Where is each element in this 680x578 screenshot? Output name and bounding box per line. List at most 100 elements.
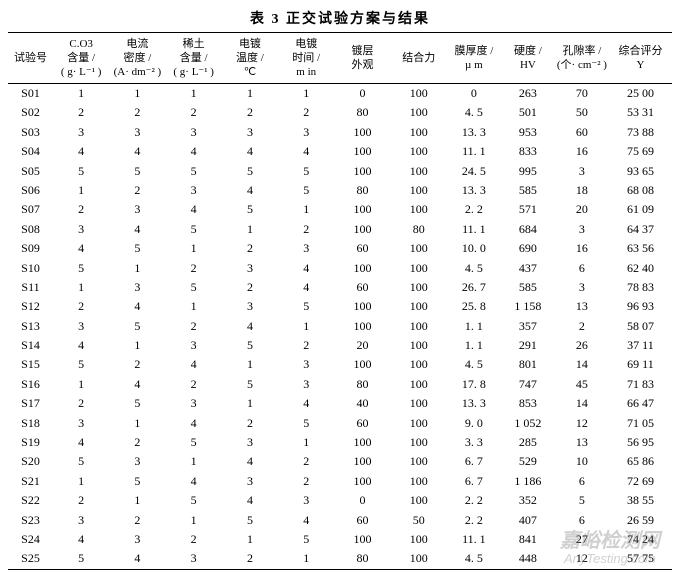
table-body: S0111111010002637025 00S0222222801004. 5… bbox=[8, 84, 672, 570]
cell-c9: 801 bbox=[501, 355, 555, 374]
cell-c9: 585 bbox=[501, 181, 555, 200]
cell-id: S03 bbox=[8, 123, 53, 142]
cell-c3: 4 bbox=[166, 414, 222, 433]
cell-c4: 2 bbox=[222, 549, 278, 569]
cell-c2: 3 bbox=[109, 123, 165, 142]
cell-c2: 3 bbox=[109, 278, 165, 297]
th-id: 试验号 bbox=[8, 33, 53, 84]
cell-c5: 1 bbox=[278, 200, 334, 219]
cell-c6: 100 bbox=[334, 123, 390, 142]
cell-c9: 529 bbox=[501, 452, 555, 471]
cell-c7: 100 bbox=[391, 452, 447, 471]
cell-c10: 2 bbox=[555, 317, 609, 336]
cell-c2: 2 bbox=[109, 103, 165, 122]
cell-c11: 58 07 bbox=[609, 317, 672, 336]
cell-id: S24 bbox=[8, 530, 53, 549]
cell-c5: 4 bbox=[278, 259, 334, 278]
cell-c5: 2 bbox=[278, 452, 334, 471]
cell-c10: 12 bbox=[555, 549, 609, 569]
cell-c4: 1 bbox=[222, 355, 278, 374]
cell-c11: 63 56 bbox=[609, 239, 672, 258]
cell-c10: 3 bbox=[555, 162, 609, 181]
cell-c8: 13. 3 bbox=[447, 123, 501, 142]
cell-c7: 100 bbox=[391, 278, 447, 297]
table-row: S15524131001004. 58011469 11 bbox=[8, 355, 672, 374]
cell-c4: 2 bbox=[222, 414, 278, 433]
cell-c10: 14 bbox=[555, 355, 609, 374]
cell-c5: 4 bbox=[278, 142, 334, 161]
th-c7: 结合力 bbox=[391, 33, 447, 84]
cell-c6: 100 bbox=[334, 142, 390, 161]
th-c2: 电流密度 /(A· dm⁻² ) bbox=[109, 33, 165, 84]
cell-c6: 80 bbox=[334, 103, 390, 122]
cell-c6: 60 bbox=[334, 511, 390, 530]
cell-c7: 100 bbox=[391, 162, 447, 181]
table-row: S06123458010013. 35851868 08 bbox=[8, 181, 672, 200]
cell-c6: 60 bbox=[334, 414, 390, 433]
cell-c6: 0 bbox=[334, 491, 390, 510]
cell-c3: 2 bbox=[166, 103, 222, 122]
table-row: S20531421001006. 75291065 86 bbox=[8, 452, 672, 471]
cell-c11: 71 83 bbox=[609, 375, 672, 394]
cell-c3: 1 bbox=[166, 297, 222, 316]
th-c6: 镀层外观 bbox=[334, 33, 390, 84]
cell-c5: 3 bbox=[278, 375, 334, 394]
cell-c11: 38 55 bbox=[609, 491, 672, 510]
cell-c5: 4 bbox=[278, 278, 334, 297]
cell-c6: 100 bbox=[334, 530, 390, 549]
cell-c11: 64 37 bbox=[609, 220, 672, 239]
cell-c10: 60 bbox=[555, 123, 609, 142]
cell-c11: 69 11 bbox=[609, 355, 672, 374]
cell-c2: 1 bbox=[109, 84, 165, 104]
cell-c11: 53 31 bbox=[609, 103, 672, 122]
cell-c8: 3. 3 bbox=[447, 433, 501, 452]
cell-c6: 100 bbox=[334, 297, 390, 316]
cell-id: S11 bbox=[8, 278, 53, 297]
cell-c1: 4 bbox=[53, 336, 109, 355]
cell-c10: 14 bbox=[555, 394, 609, 413]
cell-c1: 1 bbox=[53, 181, 109, 200]
cell-c10: 50 bbox=[555, 103, 609, 122]
cell-c9: 357 bbox=[501, 317, 555, 336]
table-row: S1441352201001. 12912637 11 bbox=[8, 336, 672, 355]
cell-c1: 4 bbox=[53, 239, 109, 258]
cell-c10: 6 bbox=[555, 472, 609, 491]
cell-c8: 4. 5 bbox=[447, 355, 501, 374]
cell-c8: 1. 1 bbox=[447, 317, 501, 336]
table-header-row: 试验号C.O3含量 /( g· L⁻¹ )电流密度 /(A· dm⁻² )稀土含… bbox=[8, 33, 672, 84]
cell-c5: 4 bbox=[278, 394, 334, 413]
cell-c8: 0 bbox=[447, 84, 501, 104]
cell-c3: 3 bbox=[166, 549, 222, 569]
table-row: S1831425601009. 01 0521271 05 bbox=[8, 414, 672, 433]
th-c1: C.O3含量 /( g· L⁻¹ ) bbox=[53, 33, 109, 84]
cell-c5: 1 bbox=[278, 84, 334, 104]
cell-c2: 3 bbox=[109, 200, 165, 219]
cell-c3: 1 bbox=[166, 511, 222, 530]
cell-c2: 4 bbox=[109, 549, 165, 569]
cell-id: S22 bbox=[8, 491, 53, 510]
cell-c5: 5 bbox=[278, 297, 334, 316]
cell-c9: 448 bbox=[501, 549, 555, 569]
cell-c7: 100 bbox=[391, 103, 447, 122]
cell-c3: 5 bbox=[166, 433, 222, 452]
cell-c11: 93 65 bbox=[609, 162, 672, 181]
cell-c7: 100 bbox=[391, 491, 447, 510]
cell-id: S01 bbox=[8, 84, 53, 104]
cell-id: S13 bbox=[8, 317, 53, 336]
cell-c4: 2 bbox=[222, 239, 278, 258]
cell-c7: 100 bbox=[391, 394, 447, 413]
table-row: S13352411001001. 1357258 07 bbox=[8, 317, 672, 336]
cell-c10: 10 bbox=[555, 452, 609, 471]
cell-c5: 3 bbox=[278, 239, 334, 258]
cell-c6: 80 bbox=[334, 375, 390, 394]
cell-c7: 100 bbox=[391, 239, 447, 258]
cell-c10: 5 bbox=[555, 491, 609, 510]
cell-c2: 2 bbox=[109, 433, 165, 452]
cell-c8: 2. 2 bbox=[447, 491, 501, 510]
cell-c5: 2 bbox=[278, 336, 334, 355]
cell-c6: 80 bbox=[334, 181, 390, 200]
cell-c6: 100 bbox=[334, 220, 390, 239]
cell-c1: 5 bbox=[53, 549, 109, 569]
cell-c2: 4 bbox=[109, 142, 165, 161]
cell-id: S04 bbox=[8, 142, 53, 161]
